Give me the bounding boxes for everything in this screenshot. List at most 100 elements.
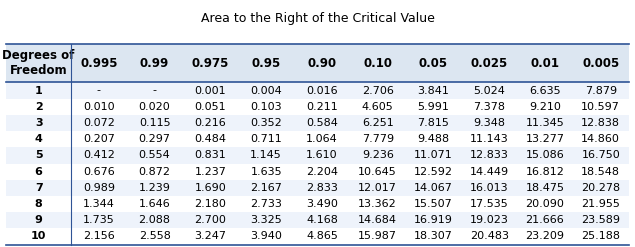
Text: Area to the Right of the Critical Value: Area to the Right of the Critical Value bbox=[201, 12, 434, 25]
Text: 15.987: 15.987 bbox=[358, 231, 397, 241]
Text: 0.711: 0.711 bbox=[250, 134, 282, 144]
Text: 13.362: 13.362 bbox=[358, 199, 397, 209]
Text: 23.589: 23.589 bbox=[581, 215, 620, 225]
Text: 19.023: 19.023 bbox=[470, 215, 509, 225]
Text: 2: 2 bbox=[35, 102, 43, 112]
Text: 6: 6 bbox=[35, 167, 43, 177]
Text: 1.064: 1.064 bbox=[306, 134, 338, 144]
Text: 3.940: 3.940 bbox=[250, 231, 282, 241]
Text: 14.684: 14.684 bbox=[358, 215, 397, 225]
Text: 10.645: 10.645 bbox=[358, 167, 397, 177]
Text: 0.99: 0.99 bbox=[140, 57, 170, 70]
Text: 0.025: 0.025 bbox=[471, 57, 508, 70]
Text: 0.020: 0.020 bbox=[138, 102, 170, 112]
Text: 14.860: 14.860 bbox=[581, 134, 620, 144]
Text: 0.975: 0.975 bbox=[192, 57, 229, 70]
Text: 1.344: 1.344 bbox=[83, 199, 115, 209]
Text: 6.635: 6.635 bbox=[529, 85, 561, 96]
Bar bbox=[6, 228, 629, 245]
Text: 6.251: 6.251 bbox=[362, 118, 394, 128]
Text: 2.558: 2.558 bbox=[138, 231, 171, 241]
Text: 8: 8 bbox=[35, 199, 43, 209]
Text: 7.779: 7.779 bbox=[361, 134, 394, 144]
Text: 3.247: 3.247 bbox=[194, 231, 227, 241]
Text: 0.676: 0.676 bbox=[83, 167, 115, 177]
Text: 20.278: 20.278 bbox=[581, 183, 620, 193]
Text: 0.995: 0.995 bbox=[80, 57, 117, 70]
Text: 1.237: 1.237 bbox=[194, 167, 226, 177]
Text: 11.071: 11.071 bbox=[414, 150, 453, 160]
Text: 0.831: 0.831 bbox=[194, 150, 226, 160]
Text: 16.919: 16.919 bbox=[414, 215, 453, 225]
Text: 0.95: 0.95 bbox=[251, 57, 281, 70]
Text: 11.345: 11.345 bbox=[526, 118, 565, 128]
Text: 9.210: 9.210 bbox=[529, 102, 561, 112]
Text: 18.548: 18.548 bbox=[581, 167, 620, 177]
Text: 0.216: 0.216 bbox=[194, 118, 226, 128]
Text: 0.001: 0.001 bbox=[194, 85, 226, 96]
Text: 2.700: 2.700 bbox=[194, 215, 226, 225]
Text: 4.168: 4.168 bbox=[306, 215, 338, 225]
Text: 0.412: 0.412 bbox=[83, 150, 115, 160]
Text: 17.535: 17.535 bbox=[470, 199, 509, 209]
Text: 4: 4 bbox=[35, 134, 43, 144]
Text: 5.024: 5.024 bbox=[473, 85, 505, 96]
Text: 0.484: 0.484 bbox=[194, 134, 227, 144]
Text: 3.490: 3.490 bbox=[306, 199, 338, 209]
Text: -: - bbox=[97, 85, 101, 96]
Text: 0.554: 0.554 bbox=[138, 150, 170, 160]
Text: 0.005: 0.005 bbox=[582, 57, 619, 70]
Text: 21.955: 21.955 bbox=[581, 199, 620, 209]
Text: 3: 3 bbox=[35, 118, 43, 128]
Text: 1.610: 1.610 bbox=[306, 150, 338, 160]
Text: 18.475: 18.475 bbox=[526, 183, 565, 193]
Text: 16.013: 16.013 bbox=[470, 183, 509, 193]
Text: -: - bbox=[152, 85, 157, 96]
Text: 2.833: 2.833 bbox=[306, 183, 338, 193]
Text: 0.115: 0.115 bbox=[139, 118, 170, 128]
Bar bbox=[6, 131, 629, 147]
Text: 5: 5 bbox=[35, 150, 43, 160]
Bar bbox=[6, 82, 629, 99]
Text: 3.841: 3.841 bbox=[418, 85, 450, 96]
Text: 16.750: 16.750 bbox=[582, 150, 620, 160]
Text: 2.180: 2.180 bbox=[194, 199, 226, 209]
Text: 4.605: 4.605 bbox=[362, 102, 394, 112]
Text: 14.449: 14.449 bbox=[470, 167, 509, 177]
Text: 12.592: 12.592 bbox=[414, 167, 453, 177]
Text: 1.635: 1.635 bbox=[250, 167, 282, 177]
Text: 16.812: 16.812 bbox=[526, 167, 565, 177]
Text: 1.690: 1.690 bbox=[194, 183, 226, 193]
Text: 7.815: 7.815 bbox=[418, 118, 450, 128]
Text: 2.204: 2.204 bbox=[306, 167, 338, 177]
Text: 0.072: 0.072 bbox=[83, 118, 115, 128]
Text: 20.483: 20.483 bbox=[470, 231, 509, 241]
Text: 0.004: 0.004 bbox=[250, 85, 282, 96]
Text: 0.297: 0.297 bbox=[138, 134, 171, 144]
Text: 0.207: 0.207 bbox=[83, 134, 115, 144]
Text: 7.378: 7.378 bbox=[473, 102, 505, 112]
Text: 0.90: 0.90 bbox=[307, 57, 337, 70]
Bar bbox=[6, 180, 629, 196]
Text: 23.209: 23.209 bbox=[526, 231, 565, 241]
Text: 1.646: 1.646 bbox=[138, 199, 170, 209]
Text: 0.05: 0.05 bbox=[419, 57, 448, 70]
Bar bbox=[6, 164, 629, 180]
Text: 2.733: 2.733 bbox=[250, 199, 282, 209]
Text: 20.090: 20.090 bbox=[526, 199, 565, 209]
Text: 12.838: 12.838 bbox=[581, 118, 620, 128]
Text: 15.507: 15.507 bbox=[414, 199, 453, 209]
Bar bbox=[6, 99, 629, 115]
Bar bbox=[6, 44, 629, 82]
Text: 21.666: 21.666 bbox=[526, 215, 565, 225]
Text: 0.10: 0.10 bbox=[363, 57, 392, 70]
Bar bbox=[6, 196, 629, 212]
Text: 2.706: 2.706 bbox=[362, 85, 394, 96]
Bar bbox=[6, 212, 629, 228]
Text: 18.307: 18.307 bbox=[414, 231, 453, 241]
Text: 10.597: 10.597 bbox=[581, 102, 620, 112]
Text: 13.277: 13.277 bbox=[526, 134, 565, 144]
Text: 0.103: 0.103 bbox=[250, 102, 282, 112]
Text: 0.211: 0.211 bbox=[306, 102, 338, 112]
Text: 5.991: 5.991 bbox=[418, 102, 450, 112]
